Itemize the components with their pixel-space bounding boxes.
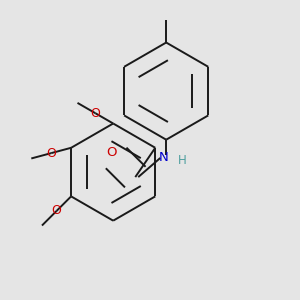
Text: O: O bbox=[106, 146, 117, 159]
Text: O: O bbox=[46, 147, 56, 160]
Text: N: N bbox=[158, 152, 168, 164]
Text: O: O bbox=[90, 107, 100, 120]
Text: O: O bbox=[52, 204, 61, 218]
Text: H: H bbox=[178, 154, 187, 167]
